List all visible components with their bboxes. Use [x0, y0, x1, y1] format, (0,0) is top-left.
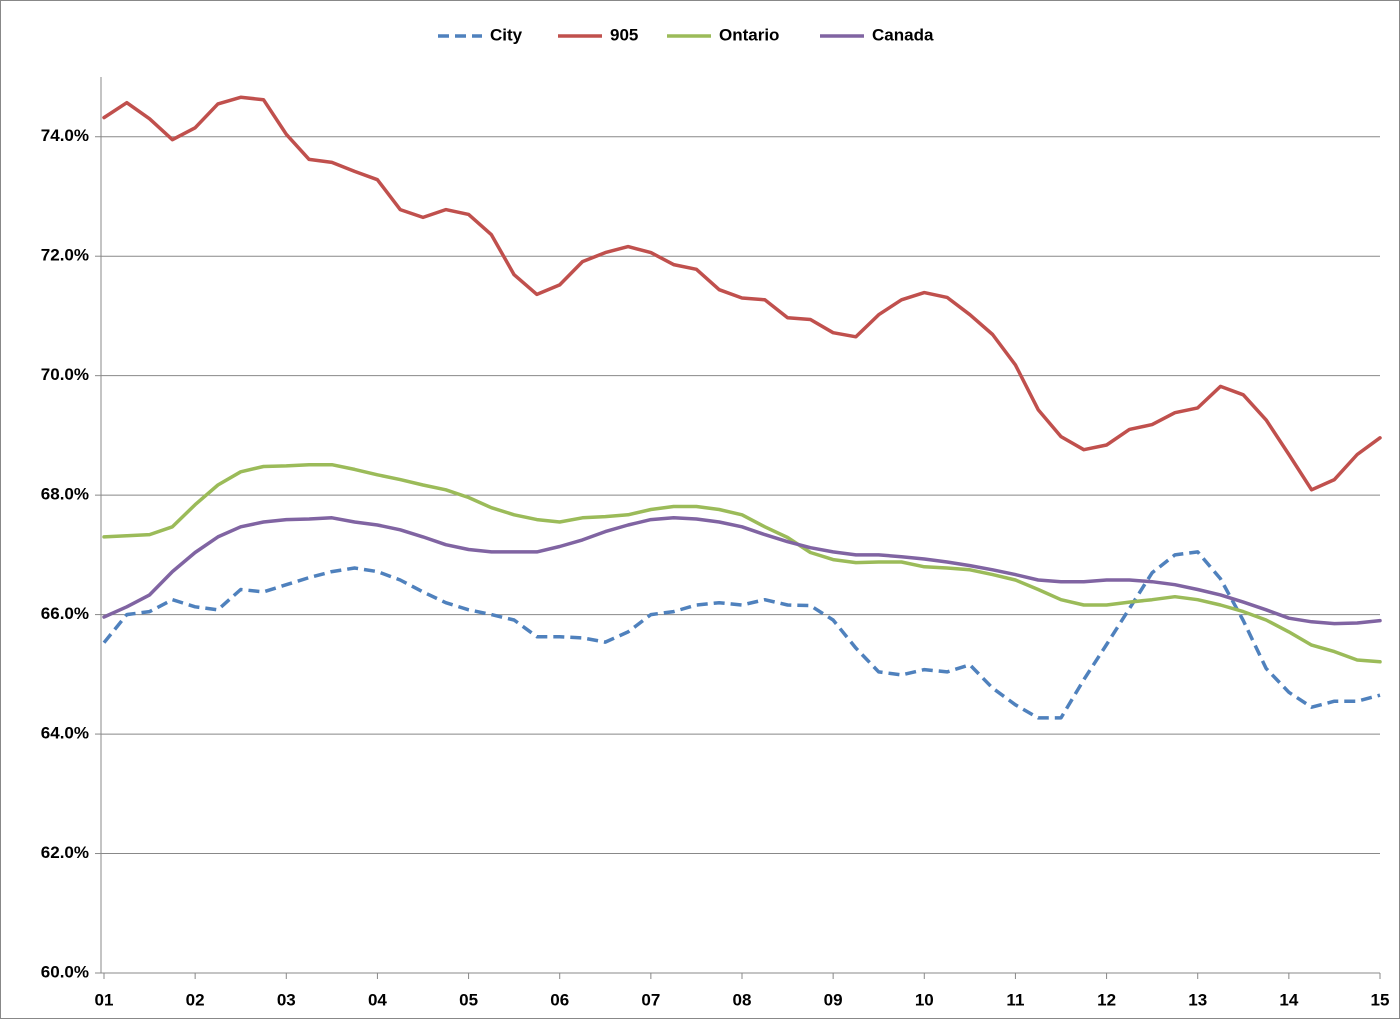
y-tick-label: 62.0% [41, 843, 89, 862]
y-tick-label: 72.0% [41, 246, 89, 265]
x-tick-label: 12 [1097, 990, 1116, 1009]
x-tick-label: 09 [824, 990, 843, 1009]
x-tick-label: 03 [277, 990, 296, 1009]
x-tick-label: 05 [459, 990, 478, 1009]
y-tick-label: 74.0% [41, 126, 89, 145]
x-tick-label: 13 [1188, 990, 1207, 1009]
legend-label: City [490, 25, 523, 44]
y-tick-label: 66.0% [41, 604, 89, 623]
x-tick-label: 02 [186, 990, 205, 1009]
legend-label: Canada [872, 25, 934, 44]
legend-label: 905 [610, 25, 638, 44]
legend-label: Ontario [719, 25, 779, 44]
y-tick-label: 70.0% [41, 365, 89, 384]
series-line [102, 516, 1382, 626]
x-tick-label: 08 [733, 990, 752, 1009]
x-tick-label: 10 [915, 990, 934, 1009]
y-tick-label: 68.0% [41, 485, 89, 504]
y-tick-label: 64.0% [41, 724, 89, 743]
x-tick-label: 01 [95, 990, 114, 1009]
series-line [102, 550, 1381, 720]
x-tick-label: 04 [368, 990, 387, 1009]
x-tick-label: 15 [1371, 990, 1390, 1009]
series-line [102, 462, 1382, 664]
x-tick-label: 11 [1006, 990, 1024, 1009]
y-tick-label: 60.0% [41, 962, 89, 981]
x-tick-label: 07 [641, 990, 660, 1009]
series-line [102, 95, 1382, 492]
x-tick-label: 14 [1279, 990, 1298, 1009]
x-tick-label: 06 [550, 990, 569, 1009]
